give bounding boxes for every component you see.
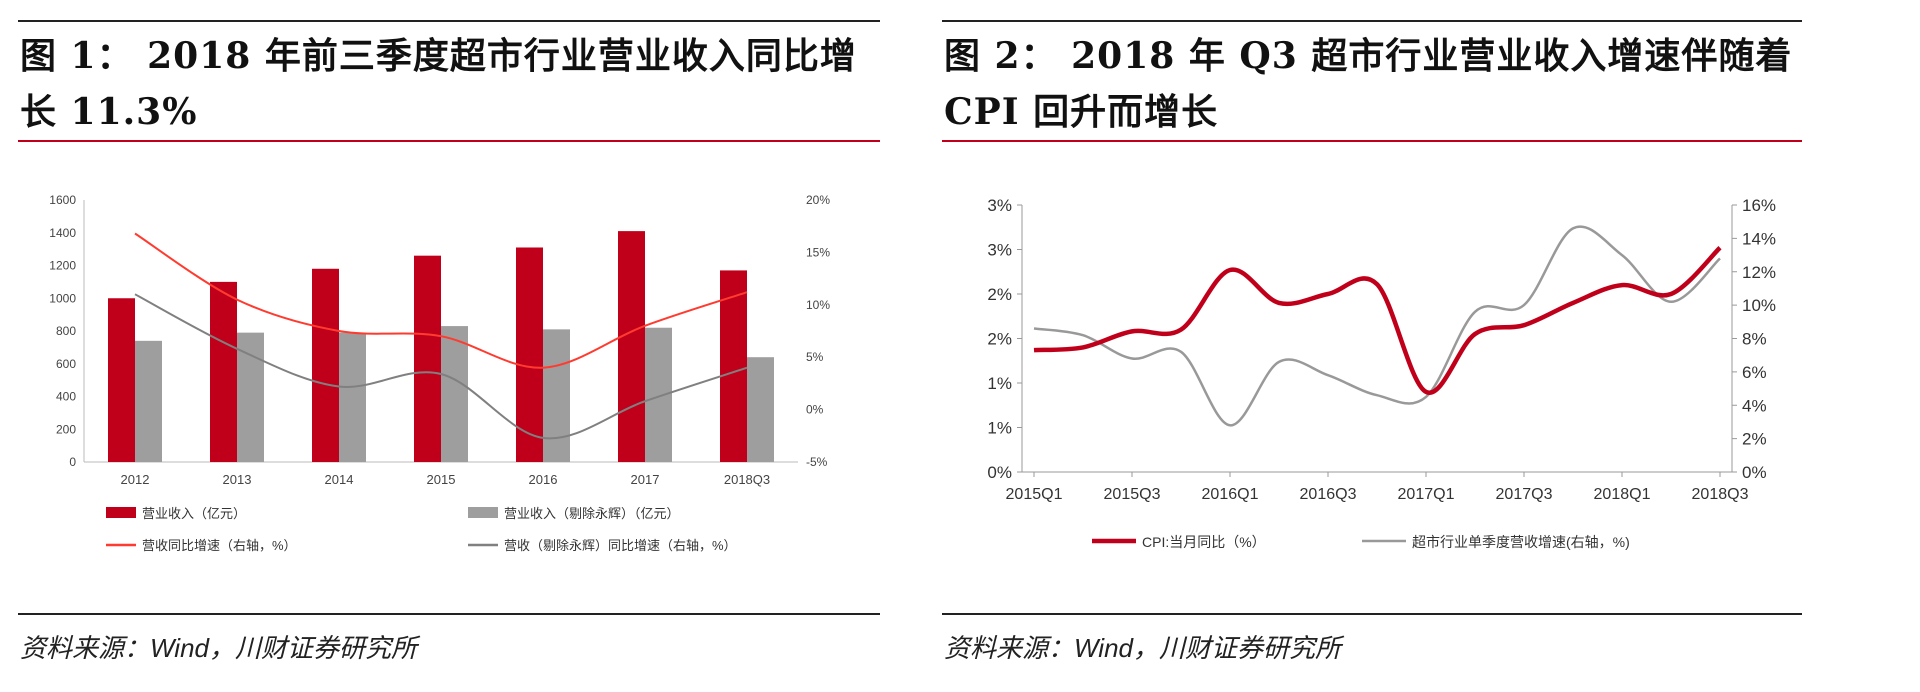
figure-2-source: 资料来源：Wind，川财证券研究所 <box>944 633 1342 663</box>
figure-2-title: 图 2： 2018 年 Q3 超市行业营业收入增速伴随着CPI 回升而增长 <box>944 35 1793 133</box>
bar-revenue-ex-yonghui <box>543 329 570 462</box>
x-tick-label: 2018Q3 <box>724 472 770 487</box>
figure-1-panel: 图 1： 2018 年前三季度超市行业营业收入同比增长 11.3% 0 200 40… <box>18 0 880 692</box>
figure-2-chart: 0% 1% 1% 2% 2% 3% 3% 0% 2% 4% 6% 8% 10% 12% 14% 16% 2015… <box>987 196 1776 550</box>
bar-revenue-ex-yonghui <box>339 332 366 462</box>
figure-1-source: 资料来源：Wind，川财证券研究所 <box>20 633 418 663</box>
right-tick-label: 20% <box>806 193 830 207</box>
left-tick-label: 1% <box>987 419 1012 438</box>
bar-revenue-ex-yonghui <box>237 332 264 462</box>
right-tick-label: 2% <box>1742 430 1767 449</box>
right-tick-label: -5% <box>806 455 828 469</box>
bar-revenue-ex-yonghui <box>441 326 468 462</box>
bar-revenue <box>210 281 237 462</box>
left-tick-label: 1000 <box>49 291 76 305</box>
bottom-rule <box>18 613 880 615</box>
x-tick-label: 2014 <box>325 472 354 487</box>
x-tick-label: 2018Q3 <box>1692 486 1749 503</box>
x-tick-label: 2016Q1 <box>1202 486 1259 503</box>
left-tick-label: 400 <box>56 390 76 404</box>
bar-revenue-ex-yonghui <box>747 357 774 462</box>
left-tick-label: 600 <box>56 357 76 371</box>
top-rule <box>18 20 880 22</box>
legend-swatch <box>106 507 136 518</box>
legend-label: 营收同比增速（右轴，%） <box>142 538 297 553</box>
left-tick-label: 0% <box>987 463 1012 482</box>
line-revenue-growth-ex-yonghui <box>134 293 748 440</box>
figure-1-chart: 0 200 400 600 800 1000 1200 1400 1600 -5% 0% 5% 10% 1… <box>49 193 830 553</box>
x-tick-label: 2013 <box>223 472 252 487</box>
left-tick-label: 800 <box>56 324 76 338</box>
x-tick-label: 2018Q1 <box>1594 486 1651 503</box>
x-tick-label: 2016 <box>529 472 558 487</box>
x-tick-label: 2016Q3 <box>1300 486 1357 503</box>
line-revenue-growth <box>134 232 748 369</box>
x-tick-label: 2015Q1 <box>1006 486 1063 503</box>
line-cpi <box>1033 246 1722 395</box>
legend-label: CPI:当月同比（%） <box>1142 534 1266 550</box>
left-tick-label: 200 <box>56 422 76 436</box>
figure-1-title: 图 1： 2018 年前三季度超市行业营业收入同比增长 11.3% <box>20 35 857 133</box>
x-tick-label: 2017Q3 <box>1496 486 1553 503</box>
x-tick-label: 2017Q1 <box>1398 486 1455 503</box>
bar-revenue <box>618 231 645 462</box>
right-tick-label: 10% <box>806 298 830 312</box>
x-tick-label: 2012 <box>121 472 150 487</box>
right-tick-label: 14% <box>1742 229 1776 248</box>
left-tick-label: 3% <box>987 196 1012 215</box>
bar-revenue <box>516 247 543 462</box>
left-tick-label: 1400 <box>49 226 76 240</box>
bar-revenue-ex-yonghui <box>135 340 162 462</box>
right-tick-label: 5% <box>806 350 824 364</box>
title-underline <box>942 140 1802 142</box>
right-tick-label: 10% <box>1742 296 1776 315</box>
x-tick-label: 2017 <box>631 472 660 487</box>
left-tick-label: 1600 <box>49 193 76 207</box>
right-tick-label: 0% <box>1742 463 1767 482</box>
left-tick-label: 2% <box>987 330 1012 349</box>
title-underline <box>18 140 880 142</box>
left-tick-label: 1% <box>987 374 1012 393</box>
left-tick-label: 0 <box>69 455 76 469</box>
legend-label: 营收（剔除永辉）同比增速（右轴，%） <box>504 538 737 553</box>
bar-revenue <box>720 270 747 462</box>
right-tick-label: 6% <box>1742 363 1767 382</box>
right-tick-label: 16% <box>1742 196 1776 215</box>
x-tick-label: 2015Q3 <box>1104 486 1161 503</box>
right-tick-label: 15% <box>806 245 830 259</box>
right-tick-label: 8% <box>1742 330 1767 349</box>
legend-label: 营业收入（亿元） <box>142 506 246 521</box>
figure-2-panel: 图 2： 2018 年 Q3 超市行业营业收入增速伴随着CPI 回升而增长 0%… <box>942 0 1802 692</box>
right-tick-label: 12% <box>1742 263 1776 282</box>
bar-revenue-ex-yonghui <box>645 327 672 462</box>
legend-label: 超市行业单季度营收增速(右轴，%) <box>1412 534 1630 550</box>
bottom-rule <box>942 613 1802 615</box>
x-tick-label: 2015 <box>427 472 456 487</box>
top-rule <box>942 20 1802 22</box>
bar-revenue <box>414 255 441 462</box>
left-tick-label: 2% <box>987 285 1012 304</box>
left-tick-label: 3% <box>987 241 1012 260</box>
right-tick-label: 0% <box>806 403 824 417</box>
bar-revenue <box>108 298 135 462</box>
line-supermarket-revenue-growth <box>1033 225 1721 427</box>
legend-swatch <box>468 507 498 518</box>
bar-revenue <box>312 268 339 462</box>
legend-label: 营业收入（剔除永辉）（亿元） <box>504 506 680 521</box>
left-tick-label: 1200 <box>49 259 76 273</box>
right-tick-label: 4% <box>1742 396 1767 415</box>
